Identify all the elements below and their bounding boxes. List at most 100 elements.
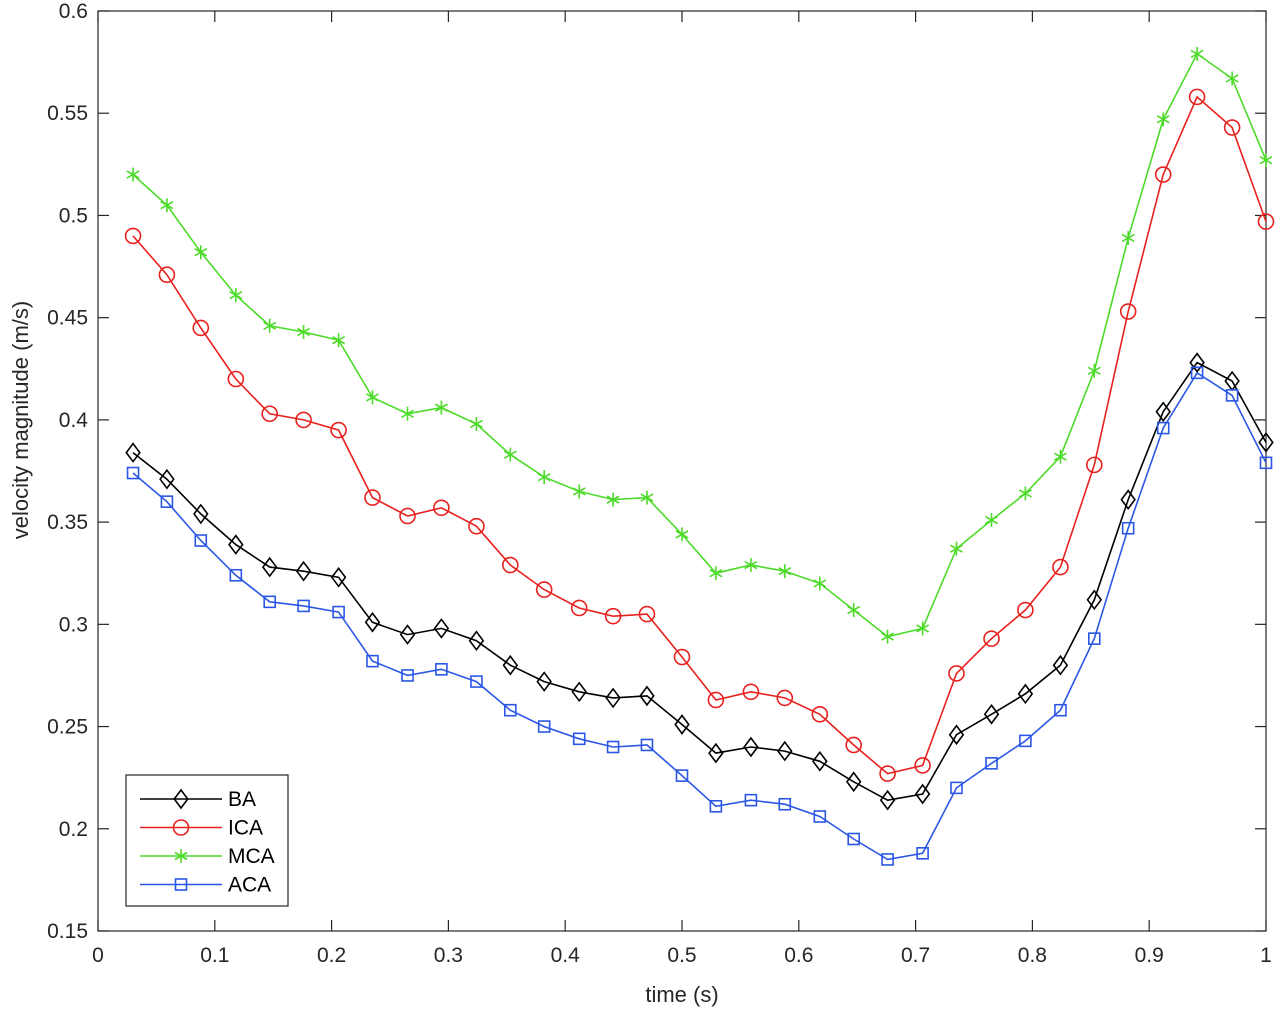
series-line-ica <box>132 95 1267 775</box>
asterisk-stroke <box>503 450 517 459</box>
data-point-aca <box>744 793 758 807</box>
data-point-ica <box>433 499 450 517</box>
data-point-ica <box>261 405 278 423</box>
data-point-ica <box>468 517 485 535</box>
data-point-ica <box>1052 558 1069 576</box>
series-ica <box>124 88 1275 782</box>
legend-label: BA <box>228 788 256 811</box>
y-tick-label: 0.5 <box>59 204 88 227</box>
data-point-aca <box>366 654 379 668</box>
series-line-mca <box>132 52 1267 638</box>
data-point-ba <box>571 681 587 703</box>
y-tick-label: 0.3 <box>59 613 88 636</box>
data-point-mca <box>401 406 414 421</box>
asterisk-stroke <box>572 487 586 496</box>
data-point-aca <box>435 663 448 676</box>
data-point-ba <box>1155 401 1171 423</box>
data-point-ica <box>948 665 965 682</box>
data-point-mca <box>640 490 654 505</box>
asterisk-stroke <box>1156 115 1170 124</box>
data-point-aca <box>160 495 174 508</box>
data-point-ba <box>330 566 347 588</box>
axes: 0 0.1 0.2 0.3 0.4 0.5 0.6 0.7 0.8 0.9 1 0.15 0.2 0.25… <box>47 0 1272 967</box>
data-point-ica <box>845 736 862 754</box>
data-point-aca <box>675 769 689 782</box>
legend: BA ICA MCA ACA <box>125 774 289 907</box>
data-point-mca <box>537 470 551 485</box>
data-point-ba <box>879 789 896 811</box>
data-point-mca <box>744 558 758 573</box>
data-point-mca <box>916 621 930 636</box>
data-point-aca <box>778 797 792 811</box>
data-point-ba <box>1120 489 1136 510</box>
data-point-ba <box>605 687 621 709</box>
data-point-ba <box>1189 352 1205 373</box>
data-point-ba <box>845 771 862 793</box>
data-point-ba <box>812 750 828 772</box>
legend-item-ica: ICA <box>140 817 263 840</box>
data-point-mca <box>985 513 998 528</box>
data-point-ba <box>1052 654 1069 676</box>
data-point-mca <box>229 288 243 303</box>
data-point-ica <box>879 765 896 782</box>
data-point-ba <box>193 503 209 525</box>
data-point-ba <box>502 654 519 676</box>
data-point-mca <box>194 245 208 260</box>
data-point-mca <box>366 390 379 405</box>
data-point-ba <box>1017 683 1034 705</box>
data-point-ica <box>983 630 1000 647</box>
x-tick-label: 0.3 <box>434 944 463 967</box>
data-point-aca <box>297 599 310 613</box>
data-point-aca <box>709 799 723 813</box>
data-point-ica <box>707 691 725 709</box>
x-tick-label: 0.4 <box>551 944 581 967</box>
y-tick-label: 0.2 <box>59 818 88 841</box>
asterisk-stroke <box>366 393 379 402</box>
data-point-mca <box>1018 486 1032 501</box>
data-point-mca <box>847 603 861 618</box>
data-point-ba <box>708 742 724 764</box>
data-point-aca <box>1190 366 1204 380</box>
data-point-ica <box>1154 166 1172 183</box>
legend-marker <box>172 819 190 836</box>
data-point-ba <box>228 534 244 555</box>
data-point-ica <box>124 227 142 245</box>
asterisk-stroke <box>537 472 551 482</box>
data-point-aca <box>881 853 894 866</box>
series-layer <box>124 46 1275 866</box>
data-point-aca <box>1121 521 1135 535</box>
data-point-ica <box>673 648 691 666</box>
asterisk-stroke <box>1225 74 1239 83</box>
y-tick-label: 0.15 <box>47 920 88 943</box>
legend-marker <box>173 788 189 810</box>
legend-label: ICA <box>228 817 263 840</box>
data-point-aca <box>401 669 414 682</box>
x-tick-label: 1 <box>1260 944 1272 967</box>
data-point-mca <box>1087 363 1101 378</box>
asterisk-stroke <box>881 632 895 641</box>
data-point-mca <box>675 527 689 542</box>
asterisk-stroke <box>606 495 620 504</box>
data-point-ica <box>914 757 931 774</box>
data-point-mca <box>434 400 448 415</box>
data-point-ba <box>914 783 931 805</box>
data-point-aca <box>1156 421 1170 435</box>
data-point-aca <box>126 466 140 480</box>
data-point-ba <box>433 618 450 639</box>
asterisk-stroke <box>916 624 930 633</box>
data-point-ica <box>638 605 656 623</box>
y-tick-label: 0.4 <box>59 409 89 432</box>
data-point-ica <box>330 421 347 439</box>
data-point-mca <box>263 318 277 333</box>
data-point-ica <box>227 370 245 388</box>
data-point-ica <box>158 266 176 284</box>
asterisk-stroke <box>160 201 174 210</box>
data-point-mca <box>1121 230 1135 245</box>
data-point-ba <box>674 714 690 735</box>
series-line-aca <box>132 371 1267 861</box>
asterisk-stroke <box>434 403 448 412</box>
plot-area <box>97 10 1267 932</box>
x-axis-label: time (s) <box>645 982 718 1007</box>
data-point-ica <box>570 599 588 617</box>
